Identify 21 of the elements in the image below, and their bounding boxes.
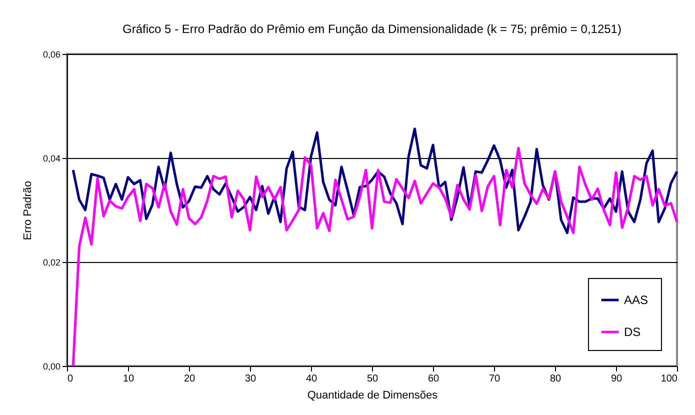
legend-label: AAS [624,293,648,307]
line-series [72,146,678,368]
x-tick-label: 40 [306,374,318,384]
x-tick-label: 70 [488,374,500,384]
x-tick-label: 60 [428,374,440,384]
x-tick-label: 100 [660,374,678,384]
x-tick-label: 20 [184,374,196,384]
x-tick-label: 10 [122,374,134,384]
x-tick-label: 0 [68,374,74,384]
y-tick-label: 0,06 [42,50,60,60]
x-axis-title: Quantidade de Dimensões [307,390,438,402]
y-axis-title: Erro Padrão [22,180,34,240]
x-tick-label: 80 [550,374,562,384]
x-tick-label: 90 [610,374,622,384]
x-tick-label: 50 [366,374,378,384]
y-tick-label: 0,04 [42,154,60,164]
chart-title: Gráfico 5 - Erro Padrão do Prêmio em Função da Dimensionalidade (k = 75; prêmio = 0,1251) [122,22,622,36]
y-tick-label: 0,02 [42,258,60,268]
x-tick-label: 30 [244,374,256,384]
y-tick-label: 0,00 [42,362,60,372]
legend-label: DS [624,325,641,339]
